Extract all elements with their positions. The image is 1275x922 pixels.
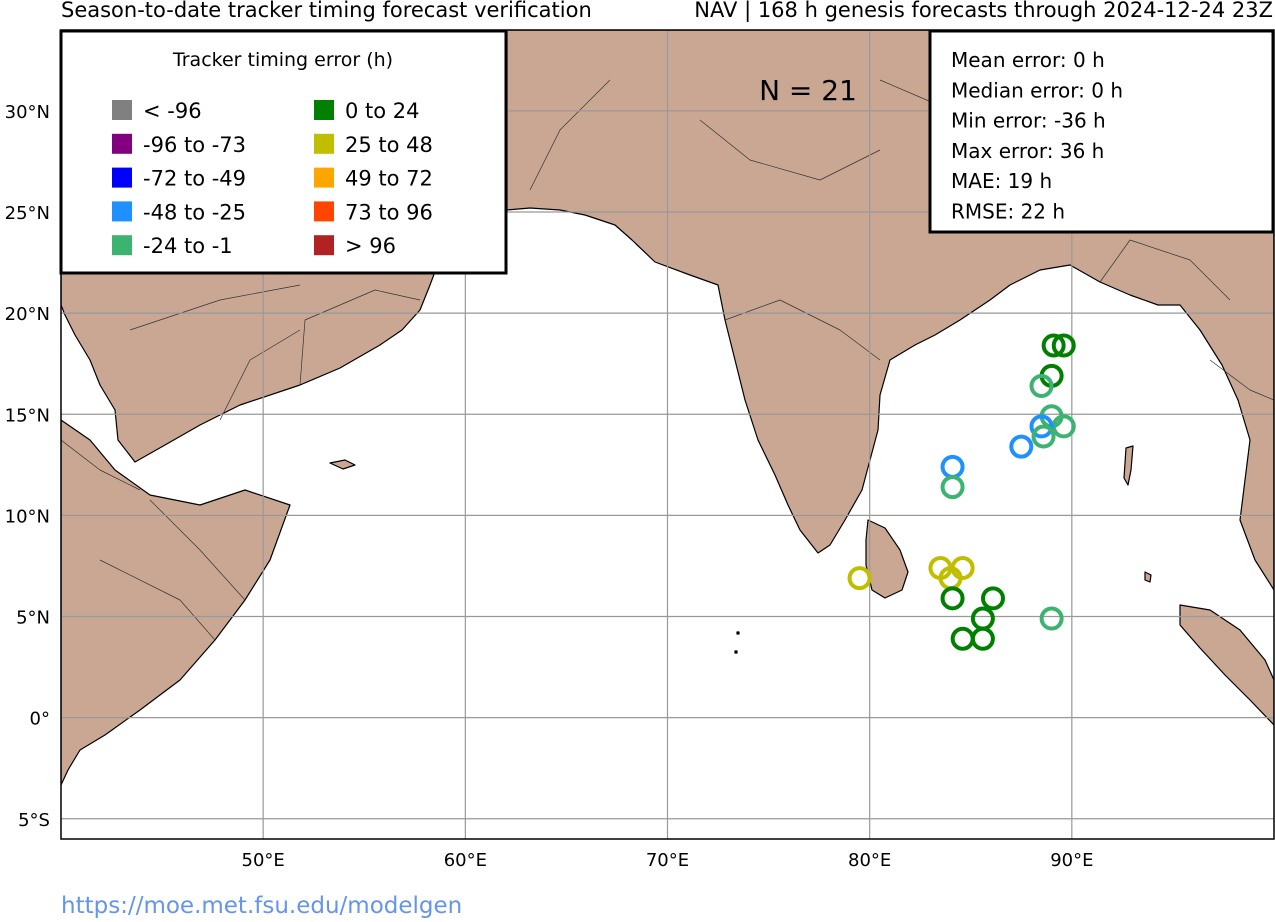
- legend-box: [59, 29, 508, 275]
- legend-swatch: [314, 201, 334, 222]
- legend-swatch: [314, 235, 334, 256]
- border-lines: [61, 79, 1274, 641]
- legend-swatch: [112, 167, 132, 188]
- forecast-points: [847, 333, 1076, 651]
- legend-label: -48 to -25: [143, 200, 246, 224]
- legend-swatch: [314, 100, 334, 120]
- forecast-point: [980, 586, 1005, 611]
- count-label: N = 21: [759, 74, 857, 107]
- axis-ticks: 50°E 60°E 70°E 80°E 90°E 30°N 25°N 20°N 15°N 10°N…: [5, 102, 1094, 871]
- legend-label: > 96: [345, 234, 396, 258]
- forecast-point: [1051, 414, 1076, 439]
- lon-tick-label: 90°E: [1050, 850, 1093, 871]
- forecast-point: [940, 475, 965, 500]
- forecast-point: [1009, 434, 1034, 459]
- stats-line: RMSE: 22 h: [951, 200, 1065, 224]
- forecast-point: [970, 626, 995, 651]
- forecast-point: [1041, 333, 1066, 358]
- stats-lines: Mean error: 0 h Median error: 0 h Min erro…: [951, 48, 1123, 224]
- legend-title: Tracker timing error (h): [172, 49, 393, 71]
- lat-tick-label: 5°S: [18, 810, 50, 831]
- legend-swatch: [314, 167, 334, 188]
- lon-tick-label: 50°E: [242, 850, 285, 871]
- land-socotra: [329, 459, 356, 470]
- land-andaman: [1123, 445, 1134, 486]
- legend-label: 25 to 48: [345, 133, 433, 157]
- lat-tick-label: 20°N: [5, 304, 50, 325]
- legend-swatch: [112, 201, 132, 222]
- stats-line: Max error: 36 h: [951, 139, 1104, 163]
- legend-swatch: [112, 133, 132, 154]
- stats-line: Mean error: 0 h: [951, 48, 1105, 72]
- map-subtitle: NAV | 168 h genesis forecasts through 20…: [694, 0, 1273, 22]
- land-nicobar: [1144, 571, 1152, 583]
- forecast-point: [1029, 414, 1054, 439]
- stats-line: Min error: -36 h: [951, 109, 1106, 133]
- lat-tick-label: 30°N: [5, 102, 50, 123]
- map-frame: [60, 29, 1275, 840]
- footer-link[interactable]: https://moe.met.fsu.edu/modelgen: [61, 893, 463, 919]
- legend-swatch: [112, 100, 132, 120]
- lat-tick-label: 15°N: [5, 405, 50, 426]
- lon-tick-label: 80°E: [848, 850, 891, 871]
- forecast-point: [847, 566, 872, 591]
- land-sumatra: [1179, 604, 1274, 726]
- stats-line: Median error: 0 h: [951, 78, 1123, 102]
- legend-label: -72 to -49: [143, 167, 246, 191]
- legend-swatch: [112, 235, 132, 256]
- legend-swatch: [314, 133, 334, 154]
- forecast-point: [940, 586, 965, 611]
- map-title: Season-to-date tracker timing forecast v…: [61, 0, 592, 22]
- stats-line: MAE: 19 h: [951, 169, 1052, 193]
- lat-tick-label: 5°N: [16, 608, 50, 629]
- stats-box-frame: [928, 29, 1275, 234]
- lat-tick-label: 25°N: [5, 203, 50, 224]
- gridlines: [61, 30, 1274, 839]
- legend-label: < -96: [143, 99, 202, 123]
- legend-items: < -96 -96 to -73 -72 to -49 -48 to -25 -24 t…: [112, 99, 433, 258]
- legend-label: 49 to 72: [345, 167, 433, 191]
- land-sri-lanka: [865, 519, 909, 599]
- forecast-point: [1039, 606, 1064, 631]
- legend-label: 0 to 24: [345, 99, 420, 123]
- forecast-point: [1029, 373, 1054, 398]
- lat-tick-label: 0°: [30, 709, 50, 730]
- stats-box: Mean error: 0 h Median error: 0 h Min erro…: [928, 29, 1275, 234]
- legend: Tracker timing error (h) < -96 -96 to -73…: [59, 29, 508, 275]
- lon-tick-label: 60°E: [444, 850, 487, 871]
- forecast-point: [1051, 333, 1076, 358]
- forecast-point: [1031, 424, 1056, 449]
- legend-label: -96 to -73: [143, 133, 246, 157]
- land-maldives: [734, 631, 740, 654]
- lon-tick-label: 70°E: [646, 850, 689, 871]
- legend-label: 73 to 96: [345, 200, 433, 224]
- legend-label: -24 to -1: [143, 234, 233, 258]
- lat-tick-label: 10°N: [5, 506, 50, 527]
